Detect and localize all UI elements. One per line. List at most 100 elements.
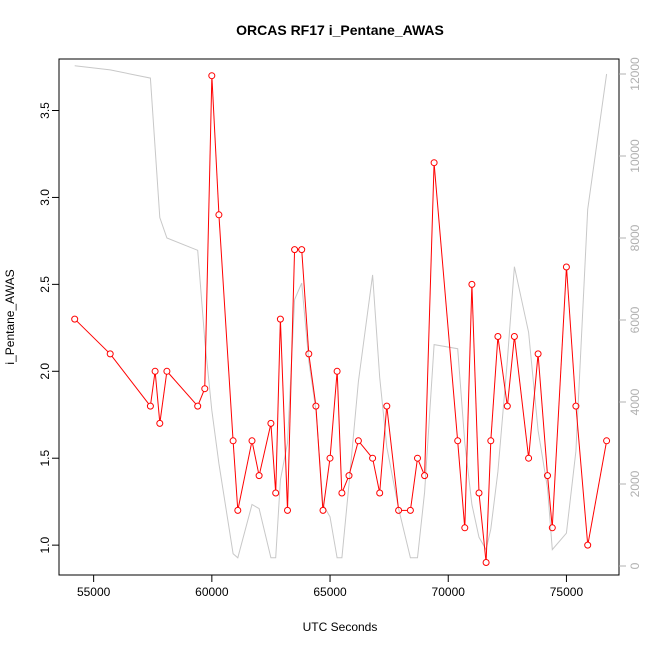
- primary-series-segment: [490, 339, 499, 438]
- primary-series-segment: [471, 287, 480, 491]
- y2-tick-label: 2000: [628, 470, 642, 497]
- y-tick-label: 1.0: [38, 536, 52, 553]
- primary-series-segment: [308, 356, 316, 404]
- primary-series-segment: [478, 495, 487, 560]
- primary-series-point: [487, 437, 495, 445]
- primary-series-point: [71, 315, 79, 323]
- primary-series-segment: [204, 78, 213, 386]
- primary-series-segment: [275, 322, 281, 491]
- primary-series-segment: [111, 355, 149, 405]
- y2-tick-label: 0: [628, 562, 642, 569]
- primary-series-segment: [528, 356, 539, 456]
- primary-series-segment: [287, 252, 295, 508]
- primary-series-segment: [76, 320, 109, 353]
- primary-series-segment: [507, 339, 515, 404]
- primary-series-segment: [547, 478, 553, 525]
- primary-series-segment: [587, 443, 607, 543]
- primary-series-point: [338, 489, 346, 497]
- primary-series-point: [525, 454, 533, 462]
- primary-series-point: [562, 263, 570, 271]
- y2-tick-label: 4000: [628, 388, 642, 415]
- secondary-series-line: [74, 65, 608, 559]
- primary-series-segment: [424, 165, 435, 473]
- primary-series-point: [461, 524, 469, 532]
- primary-series-segment: [433, 165, 458, 438]
- primary-series-segment: [514, 339, 529, 456]
- primary-series-point: [454, 437, 462, 445]
- secondary-series: [74, 65, 608, 559]
- primary-series-segment: [259, 426, 271, 473]
- primary-series-point: [156, 419, 164, 427]
- primary-series-segment: [410, 461, 418, 508]
- primary-series-point: [333, 367, 341, 375]
- primary-series-segment: [211, 78, 220, 212]
- primary-series-segment: [218, 217, 234, 438]
- primary-series-point: [354, 437, 362, 445]
- primary-series-segment: [566, 269, 577, 404]
- primary-series-point: [272, 489, 280, 497]
- primary-series-point: [468, 280, 476, 288]
- primary-series-segment: [359, 442, 372, 457]
- primary-series-point: [267, 419, 275, 427]
- primary-series-segment: [159, 374, 167, 421]
- primary-series-segment: [349, 443, 359, 473]
- x-axis: 55000 60000 65000 70000 75000: [77, 575, 583, 599]
- primary-series-segment: [322, 461, 331, 508]
- primary-series-point: [291, 246, 299, 254]
- chart-title: ORCAS RF17 i_Pentane_AWAS: [236, 22, 444, 38]
- primary-series-point: [201, 385, 209, 393]
- primary-series-point: [255, 472, 263, 480]
- primary-series-point: [312, 402, 320, 410]
- primary-series-segment: [485, 443, 492, 560]
- y-axis-left: 1.0 1.5 2.0 2.5 3.0 3.5: [38, 102, 59, 553]
- primary-series-segment: [168, 373, 197, 405]
- primary-series-segment: [372, 461, 380, 491]
- y2-tick-label: 10000: [628, 139, 642, 173]
- primary-series-point: [194, 402, 202, 410]
- primary-series-point: [106, 350, 114, 358]
- y2-tick-label: 8000: [628, 224, 642, 251]
- primary-series-point: [146, 402, 154, 410]
- primary-series-point: [369, 454, 377, 462]
- primary-series-segment: [386, 408, 399, 508]
- primary-series-point: [326, 454, 334, 462]
- x-tick-label: 65000: [313, 585, 347, 599]
- primary-series-point: [584, 541, 592, 549]
- primary-series-point: [534, 350, 542, 358]
- x-tick-label: 70000: [432, 585, 466, 599]
- primary-series-point: [510, 333, 518, 340]
- primary-series-point: [494, 333, 502, 340]
- y-axis-title: i_Pentane_AWAS: [3, 269, 17, 364]
- primary-series-segment: [232, 443, 239, 508]
- primary-series-point: [475, 489, 483, 497]
- y-tick-label: 3.0: [38, 189, 52, 206]
- primary-series-segment: [551, 269, 567, 525]
- primary-series-segment: [336, 374, 343, 491]
- y-tick-label: 2.0: [38, 363, 52, 380]
- primary-series-point: [572, 402, 580, 410]
- primary-series-segment: [301, 252, 310, 351]
- y-tick-label: 1.5: [38, 450, 52, 467]
- primary-series-segment: [342, 478, 349, 491]
- primary-series-point: [376, 489, 384, 497]
- y-tick-label: 3.5: [38, 102, 52, 119]
- primary-series-point: [548, 524, 556, 532]
- primary-series-point: [151, 367, 159, 375]
- primary-series-segment: [497, 339, 508, 404]
- primary-series-point: [319, 506, 327, 514]
- primary-series-point: [603, 437, 611, 445]
- primary-series-segment: [329, 374, 338, 456]
- primary-series-point: [248, 437, 256, 445]
- primary-series-segment: [280, 322, 288, 508]
- primary-series-point: [430, 159, 438, 167]
- primary-series-point: [414, 454, 421, 462]
- primary-series-segment: [457, 443, 465, 525]
- primary-series-point: [163, 367, 171, 375]
- primary-series: [71, 72, 611, 566]
- primary-series-segment: [154, 374, 161, 421]
- primary-series-point: [395, 506, 403, 514]
- primary-series-segment: [464, 287, 473, 525]
- plot-frame: [58, 58, 620, 576]
- primary-series-segment: [537, 356, 548, 473]
